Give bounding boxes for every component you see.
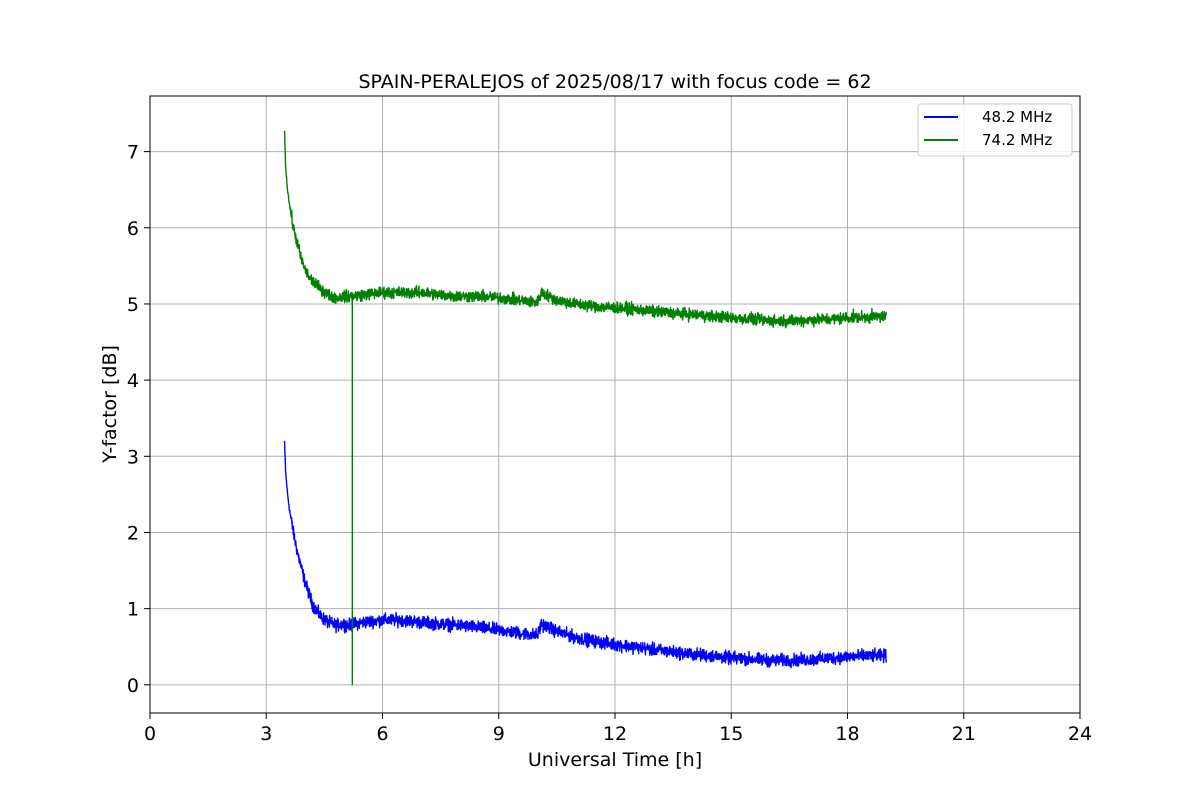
- x-tick-label: 3: [260, 723, 272, 745]
- y-tick-label: 6: [127, 218, 139, 240]
- x-tick-label: 0: [144, 723, 156, 745]
- y-tick-label: 2: [127, 522, 139, 544]
- x-axis-label: Universal Time [h]: [528, 749, 702, 771]
- x-tick-label: 12: [603, 723, 627, 745]
- x-tick-label: 18: [835, 723, 859, 745]
- series-74mhz: [283, 130, 887, 686]
- y-tick-label: 4: [127, 370, 139, 392]
- y-tick-label: 0: [127, 675, 139, 697]
- x-tick-label: 6: [376, 723, 388, 745]
- plot-area: [283, 130, 887, 686]
- y-axis-label: Y-factor [dB]: [99, 345, 121, 464]
- x-tick-label: 15: [719, 723, 743, 745]
- legend-label-74mhz: 74.2 MHz: [982, 131, 1052, 149]
- x-tick-label: 24: [1068, 723, 1092, 745]
- y-tick-label: 3: [127, 446, 139, 468]
- series-48mhz: [283, 440, 887, 669]
- y-tick-label: 7: [127, 142, 139, 164]
- chart-title: SPAIN-PERALEJOS of 2025/08/17 with focus…: [358, 71, 871, 93]
- legend: 48.2 MHz 74.2 MHz: [917, 103, 1073, 157]
- y-tick-label: 5: [127, 294, 139, 316]
- y-tick-label: 1: [127, 599, 139, 621]
- legend-label-48mhz: 48.2 MHz: [982, 108, 1052, 126]
- x-tick-label: 21: [952, 723, 976, 745]
- x-tick-label: 9: [493, 723, 505, 745]
